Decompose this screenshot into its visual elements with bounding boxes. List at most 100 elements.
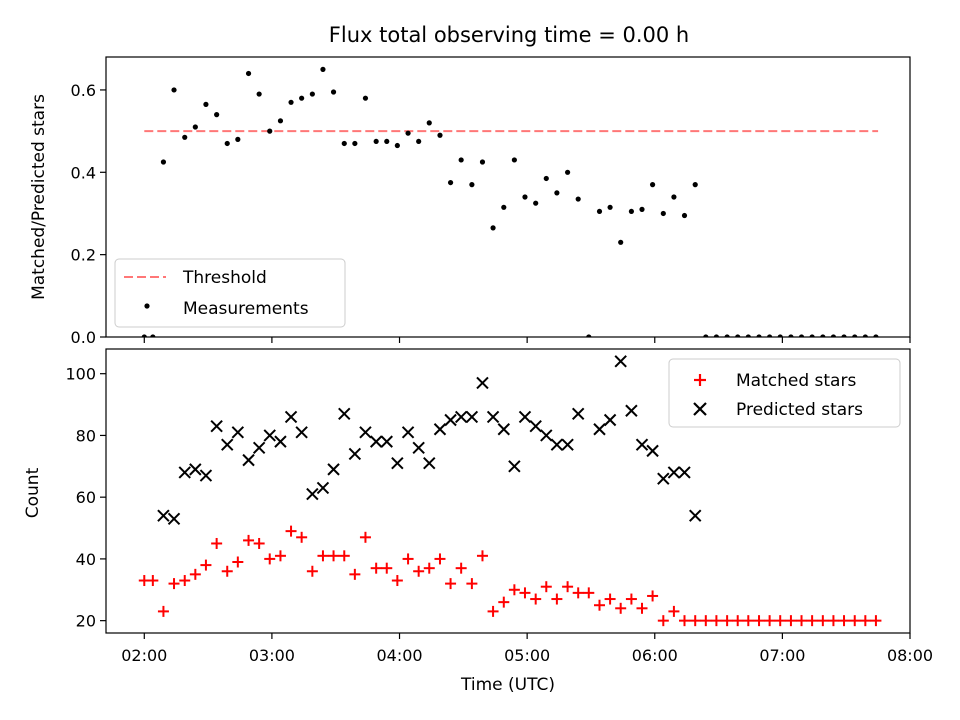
predicted-x-b [221, 438, 234, 451]
matched-star-point [147, 575, 159, 587]
predicted-star-point [678, 466, 691, 479]
measurement-point [745, 334, 751, 337]
matched-star-point [253, 537, 265, 549]
measurement-point [756, 334, 762, 337]
top-marks [141, 66, 879, 337]
legend-measurements-marker [144, 303, 150, 309]
matched-star-point [551, 593, 563, 605]
predicted-x-b [550, 438, 564, 451]
matched-star-point [445, 578, 457, 590]
top-ytick-label: 0.0 [71, 328, 96, 347]
measurement-point [320, 66, 326, 72]
matched-star-point [359, 531, 371, 543]
matched-star-point [328, 550, 340, 562]
matched-star-point [764, 615, 776, 627]
bottom-ytick-label: 60 [76, 488, 96, 507]
bottom-marks [138, 355, 882, 627]
matched-star-point [817, 615, 829, 627]
measurement-point [511, 157, 517, 163]
measurement-point [724, 334, 730, 337]
bottom-panel: 20 40 60 80 100 02:00 03:00 04:00 05:00 06:00 07:… [23, 348, 933, 695]
matched-star-point [849, 615, 861, 627]
predicted-star-point [348, 447, 362, 461]
measurement-point [820, 334, 826, 337]
matched-star-point [594, 599, 606, 611]
measurement-point [458, 157, 464, 163]
predicted-star-point [657, 472, 670, 485]
bottom-xtick-label: 06:00 [632, 646, 678, 665]
predicted-x-b [412, 441, 425, 454]
predicted-x-b [338, 407, 351, 421]
matched-star-point [647, 590, 659, 602]
measurement-point [235, 136, 241, 142]
top-y-axis-label: Matched/Predicted stars [29, 94, 49, 300]
measurement-point [214, 112, 220, 118]
predicted-star-point [167, 512, 181, 525]
predicted-star-point [550, 438, 564, 451]
matched-star-point [285, 525, 297, 537]
measurement-point [596, 208, 603, 215]
bottom-x-ticks: 02:00 03:00 04:00 05:00 06:00 07:00 08:00 [121, 633, 933, 665]
predicted-star-point [444, 413, 457, 427]
predicted-star-point [423, 457, 436, 470]
predicted-x-b [603, 413, 617, 427]
measurement-point [862, 334, 868, 337]
bottom-panel-frame [105, 348, 911, 634]
measurement-point [160, 159, 167, 165]
bottom-ytick-label: 100 [65, 365, 96, 384]
predicted-star-point [603, 413, 617, 427]
predicted-star-point [274, 435, 287, 448]
measurement-point [256, 91, 262, 97]
matched-star-point [859, 615, 871, 627]
matched-star-point [678, 615, 690, 627]
bottom-ytick-label: 80 [76, 426, 96, 445]
measurement-point [660, 210, 666, 217]
matched-star-point [243, 534, 255, 546]
bottom-ytick-label: 40 [76, 550, 96, 569]
matched-star-point [232, 556, 244, 568]
matched-star-point [870, 615, 882, 627]
predicted-x-b [380, 435, 393, 448]
predicted-x-b [157, 509, 170, 522]
matched-star-point [689, 615, 701, 627]
measurement-point [873, 334, 879, 337]
measurement-point [479, 159, 486, 165]
measurement-point [852, 334, 858, 337]
predicted-star-point [369, 435, 383, 448]
predicted-x-b [571, 407, 585, 421]
measurement-point [618, 239, 624, 245]
matched-star-point [466, 578, 478, 590]
measurement-point [267, 128, 273, 134]
predicted-star-point [252, 441, 266, 454]
predicted-star-point [316, 481, 330, 495]
bottom-xtick-label: 05:00 [504, 646, 550, 665]
legend-measurements-label: Measurements [183, 299, 309, 319]
matched-star-point [264, 553, 276, 565]
measurement-point [224, 140, 230, 147]
matched-star-point [668, 605, 680, 617]
predicted-x-b [167, 512, 181, 525]
legend-predicted-marker [693, 402, 707, 416]
matched-star-point [615, 602, 627, 614]
measurement-point [788, 334, 794, 337]
measurement-point [564, 169, 571, 175]
measurement-point [841, 334, 847, 337]
legend-predicted-label: Predicted stars [736, 400, 863, 420]
measurement-point [767, 334, 773, 337]
predicted-star-point [263, 429, 276, 442]
matched-star-point [562, 581, 574, 593]
predicted-x-b [391, 457, 404, 470]
predicted-x-b [369, 435, 383, 448]
predicted-x-b [454, 410, 468, 424]
matched-star-point [338, 550, 350, 562]
matched-star-point [710, 615, 722, 627]
predicted-x-b [518, 410, 532, 424]
matched-star-point [742, 615, 754, 627]
predicted-x-b [316, 481, 330, 495]
measurement-point [533, 200, 539, 206]
matched-star-point [434, 553, 446, 565]
measurement-point [692, 182, 698, 188]
bottom-ytick-label: 20 [76, 612, 96, 631]
measurement-point [277, 118, 284, 124]
